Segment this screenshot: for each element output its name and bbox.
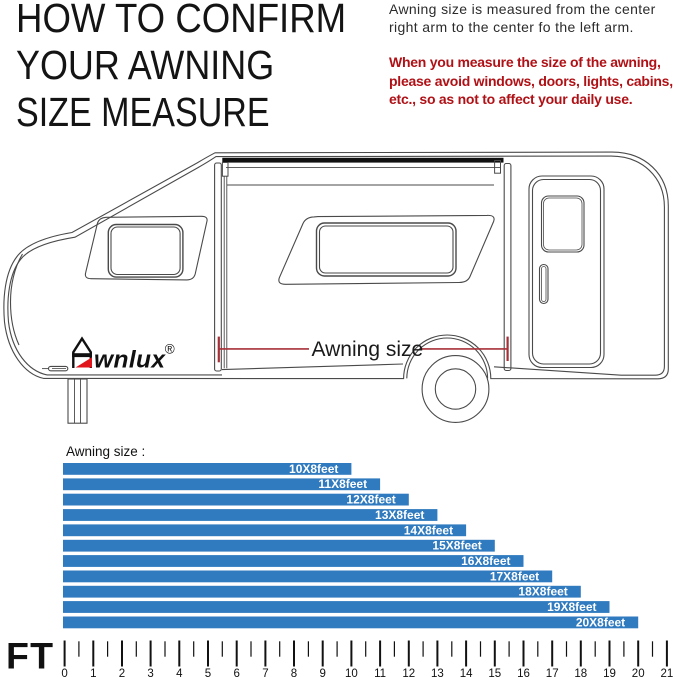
svg-text:FT: FT <box>6 635 54 677</box>
svg-text:®: ® <box>165 342 175 357</box>
svg-text:10: 10 <box>345 668 358 677</box>
svg-text:20X8feet: 20X8feet <box>576 615 625 629</box>
svg-text:19X8feet: 19X8feet <box>547 600 596 614</box>
svg-text:13X8feet: 13X8feet <box>375 508 424 522</box>
svg-text:1: 1 <box>90 668 96 677</box>
svg-text:7: 7 <box>262 668 268 677</box>
svg-text:21: 21 <box>661 668 674 677</box>
svg-text:9: 9 <box>319 668 325 677</box>
svg-text:20: 20 <box>632 668 645 677</box>
svg-text:14: 14 <box>460 668 473 677</box>
svg-text:5: 5 <box>205 668 211 677</box>
svg-text:19: 19 <box>603 668 616 677</box>
svg-text:Awning size :: Awning size : <box>66 444 145 459</box>
svg-text:12: 12 <box>402 668 415 677</box>
svg-text:14X8feet: 14X8feet <box>404 523 453 537</box>
svg-text:0: 0 <box>61 668 67 677</box>
svg-text:10X8feet: 10X8feet <box>289 462 338 476</box>
svg-text:15X8feet: 15X8feet <box>432 539 481 553</box>
svg-text:15: 15 <box>488 668 501 677</box>
svg-text:3: 3 <box>147 668 153 677</box>
svg-text:12X8feet: 12X8feet <box>346 493 395 507</box>
svg-text:11X8feet: 11X8feet <box>318 477 367 491</box>
svg-text:6: 6 <box>233 668 239 677</box>
svg-text:13: 13 <box>431 668 444 677</box>
svg-text:18X8feet: 18X8feet <box>518 585 567 599</box>
svg-text:18: 18 <box>574 668 587 677</box>
svg-text:Awning size: Awning size <box>312 338 424 361</box>
svg-text:8: 8 <box>291 668 297 677</box>
svg-text:4: 4 <box>176 668 183 677</box>
svg-text:wnlux: wnlux <box>94 347 166 374</box>
svg-text:2: 2 <box>119 668 125 677</box>
svg-text:17X8feet: 17X8feet <box>490 569 539 583</box>
svg-text:17: 17 <box>546 668 559 677</box>
svg-text:11: 11 <box>374 668 386 677</box>
svg-text:16X8feet: 16X8feet <box>461 554 510 568</box>
svg-text:16: 16 <box>517 668 530 677</box>
